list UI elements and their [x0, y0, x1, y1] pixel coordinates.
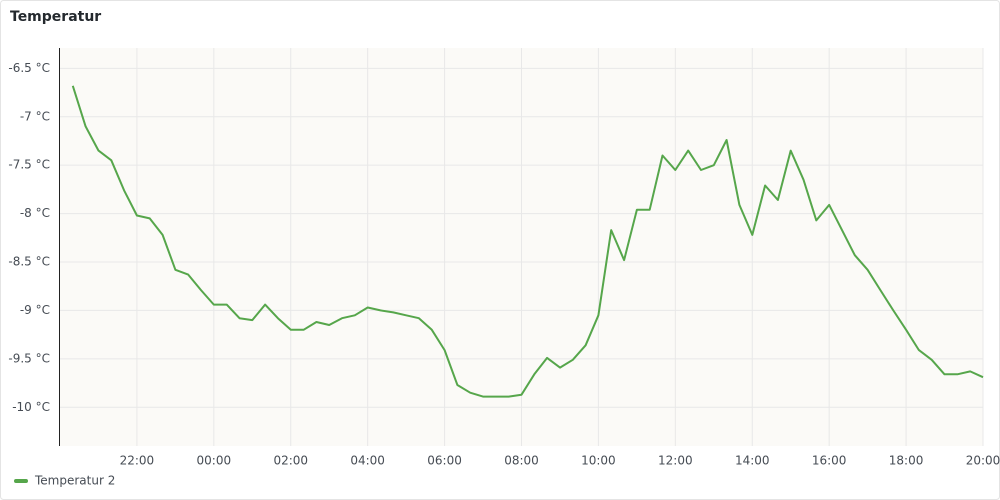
x-tick-label: 00:00: [197, 454, 232, 468]
x-tick-label: 10:00: [581, 454, 616, 468]
y-tick-label: -10 °C: [12, 400, 50, 414]
legend-label: Temperatur 2: [34, 474, 115, 488]
x-tick-label: 18:00: [889, 454, 924, 468]
y-tick-label: -7 °C: [20, 109, 50, 123]
x-tick-label: 20:00: [966, 454, 1000, 468]
y-tick-label: -9.5 °C: [8, 351, 50, 365]
x-tick-label: 14:00: [735, 454, 770, 468]
y-tick-label: -9 °C: [20, 303, 50, 317]
data-line: [71, 85, 984, 398]
x-tick-label: 16:00: [812, 454, 847, 468]
y-tick-label: -8 °C: [20, 206, 50, 220]
x-tick-label: 12:00: [658, 454, 693, 468]
y-tick-label: -7.5 °C: [8, 158, 50, 172]
legend-swatch: [14, 479, 28, 483]
x-tick-label: 22:00: [120, 454, 155, 468]
y-tick-label: -6.5 °C: [8, 61, 50, 75]
x-tick-label: 06:00: [427, 454, 462, 468]
panel-title: Temperatur: [10, 9, 101, 25]
x-tick-label: 08:00: [504, 454, 539, 468]
x-tick-label: 02:00: [273, 454, 308, 468]
x-tick-label: 04:00: [350, 454, 385, 468]
y-tick-label: -8.5 °C: [8, 255, 50, 269]
